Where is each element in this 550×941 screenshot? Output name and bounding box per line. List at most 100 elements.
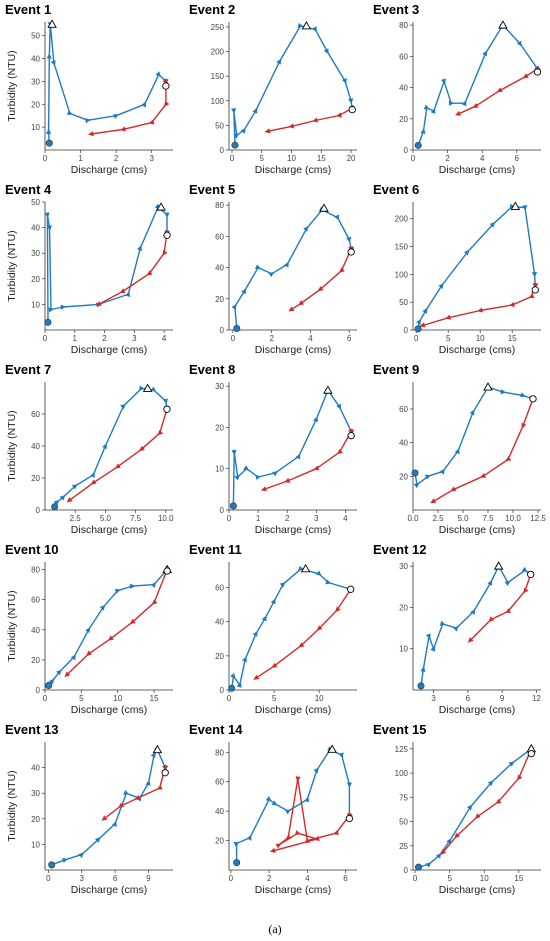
x-tick-label: 2 bbox=[285, 514, 290, 523]
y-tick-label: 0 bbox=[220, 326, 225, 335]
rising-limb-line bbox=[418, 748, 532, 868]
panel-15: Event 15 0 5 10 15 0 25 50 75 100 125 Discharge (cm… bbox=[373, 722, 541, 896]
rising-point bbox=[164, 212, 170, 219]
rising-point bbox=[272, 470, 279, 477]
falling-point bbox=[163, 79, 169, 85]
x-axis-title: Discharge (cms) bbox=[255, 704, 331, 716]
rising-point bbox=[56, 669, 62, 676]
rising-point bbox=[111, 820, 117, 827]
rising-point bbox=[231, 303, 237, 310]
y-tick-label: 250 bbox=[211, 23, 225, 32]
rising-point bbox=[150, 752, 156, 759]
x-axis-title: Discharge (cms) bbox=[255, 344, 331, 356]
falling-point bbox=[90, 479, 97, 485]
falling-limb-line bbox=[267, 107, 353, 132]
panel-title: Event 4 bbox=[5, 182, 52, 197]
peak-turbidity-marker bbox=[152, 744, 163, 754]
rising-point bbox=[230, 672, 236, 679]
rising-point bbox=[346, 236, 352, 243]
x-tick-label: 12 bbox=[532, 694, 541, 703]
falling-point bbox=[288, 123, 295, 129]
peak-discharge-marker bbox=[163, 405, 171, 413]
y-tick-label: 40 bbox=[215, 807, 224, 816]
x-tick-label: 10.0 bbox=[158, 514, 174, 523]
x-axis-title: Discharge (cms) bbox=[439, 524, 515, 536]
rising-point bbox=[255, 264, 262, 270]
rising-point bbox=[233, 842, 240, 847]
x-axis-title: Discharge (cms) bbox=[255, 884, 331, 896]
falling-point bbox=[335, 112, 342, 118]
peak-discharge-marker bbox=[347, 432, 355, 440]
y-tick-label: 20 bbox=[31, 474, 40, 483]
falling-point bbox=[284, 477, 291, 483]
rising-point bbox=[236, 681, 242, 688]
y-tick-label: 10 bbox=[31, 840, 40, 849]
x-tick-label: 10 bbox=[287, 154, 296, 163]
rising-point bbox=[279, 582, 286, 588]
rising-point bbox=[438, 282, 444, 289]
peak-turbidity-marker bbox=[301, 21, 312, 30]
panel-title: Event 2 bbox=[189, 2, 235, 17]
y-tick-label: 50 bbox=[215, 121, 224, 130]
start-point bbox=[45, 139, 53, 147]
rising-point bbox=[114, 588, 121, 594]
panel-9: Event 9 0.0 2.5 5.0 7.5 10.0 12.5 20 40 60 Dischar… bbox=[373, 362, 546, 536]
rising-point bbox=[276, 58, 282, 65]
x-tick-label: 5 bbox=[446, 334, 451, 343]
falling-point bbox=[146, 270, 153, 276]
rising-point bbox=[60, 304, 67, 310]
falling-point bbox=[505, 456, 512, 462]
panel-title: Event 14 bbox=[189, 722, 243, 737]
x-tick-label: 6 bbox=[347, 334, 352, 343]
y-tick-label: 50 bbox=[31, 32, 40, 41]
peak-turbidity-marker bbox=[510, 201, 521, 210]
falling-point bbox=[162, 249, 168, 256]
falling-limb-line bbox=[263, 431, 352, 491]
rising-point bbox=[62, 857, 69, 863]
peak-discharge-marker bbox=[163, 567, 171, 575]
y-tick-label: 20 bbox=[215, 837, 224, 846]
y-tick-label: 0 bbox=[404, 326, 409, 335]
start-point bbox=[233, 859, 241, 867]
falling-point bbox=[156, 784, 163, 790]
rising-point bbox=[313, 416, 318, 423]
y-tick-label: 10 bbox=[31, 300, 40, 309]
y-tick-label: 60 bbox=[215, 584, 224, 593]
rising-point bbox=[348, 98, 354, 104]
y-tick-label: 60 bbox=[31, 596, 40, 605]
panel-13: Event 13 0 3 6 9 10 20 30 40 Discharge (cms) Turbi… bbox=[5, 722, 173, 896]
falling-point bbox=[271, 662, 278, 668]
x-tick-label: 3 bbox=[314, 514, 319, 523]
rising-point bbox=[48, 307, 55, 313]
rising-point bbox=[423, 104, 430, 110]
x-tick-label: 12.5 bbox=[530, 514, 546, 523]
y-tick-label: 60 bbox=[215, 778, 224, 787]
x-tick-label: 2 bbox=[114, 154, 119, 163]
rising-point bbox=[261, 615, 267, 622]
x-tick-label: 2 bbox=[102, 334, 107, 343]
x-tick-label: 4 bbox=[480, 154, 485, 163]
peak-discharge-marker bbox=[533, 68, 542, 76]
rising-point bbox=[162, 398, 169, 405]
falling-point bbox=[253, 674, 260, 680]
falling-point bbox=[440, 849, 447, 855]
rising-limb-line bbox=[54, 387, 168, 508]
rising-point bbox=[78, 852, 85, 859]
falling-point bbox=[134, 795, 141, 800]
y-tick-label: 40 bbox=[31, 224, 40, 233]
y-tick-label: 30 bbox=[399, 562, 408, 571]
panel-title: Event 7 bbox=[5, 362, 51, 377]
rising-point bbox=[71, 484, 78, 490]
rising-point bbox=[59, 495, 66, 501]
x-tick-label: 3 bbox=[431, 694, 436, 703]
y-tick-label: 80 bbox=[31, 566, 40, 575]
x-axis-title: Discharge (cms) bbox=[255, 524, 331, 536]
falling-point bbox=[522, 73, 529, 79]
start-point bbox=[229, 502, 237, 510]
falling-point bbox=[430, 498, 437, 504]
rising-point bbox=[283, 261, 289, 268]
x-tick-label: 0 bbox=[231, 334, 236, 343]
falling-point bbox=[148, 119, 155, 125]
peak-discharge-marker bbox=[162, 82, 170, 90]
